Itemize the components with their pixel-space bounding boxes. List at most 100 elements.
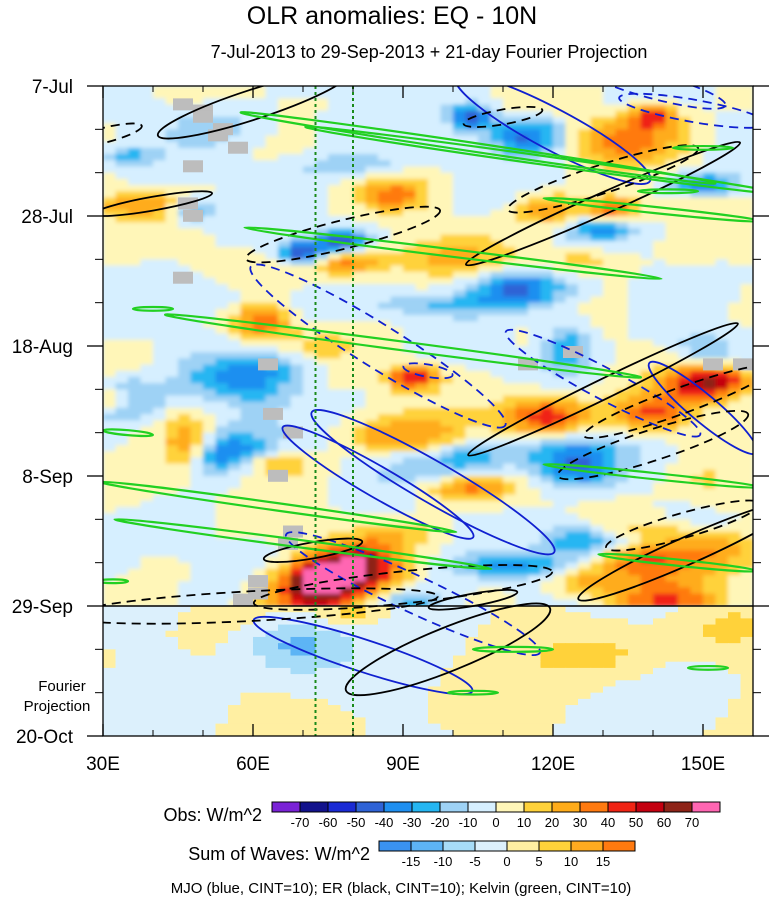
projection-cell bbox=[453, 636, 467, 644]
obs-cell bbox=[578, 544, 592, 551]
obs-cell bbox=[328, 290, 342, 298]
obs-cell bbox=[590, 445, 604, 452]
obs-cell bbox=[440, 228, 454, 236]
obs-cell bbox=[490, 544, 504, 551]
obs-cell bbox=[415, 383, 429, 390]
obs-cell bbox=[115, 104, 129, 112]
projection-cell bbox=[378, 630, 392, 638]
obs-cell bbox=[115, 358, 129, 366]
obs-cell bbox=[103, 135, 117, 143]
projection-cell bbox=[165, 624, 179, 632]
obs-cell bbox=[403, 234, 417, 242]
obs-cell bbox=[190, 129, 204, 137]
projection-cell bbox=[115, 606, 129, 613]
obs-cell bbox=[528, 383, 542, 390]
obs-cell bbox=[378, 296, 392, 304]
obs-cell bbox=[553, 426, 567, 434]
obs-cell bbox=[478, 339, 492, 347]
obs-cell bbox=[328, 203, 342, 211]
projection-cell bbox=[428, 643, 442, 650]
obs-cell bbox=[565, 110, 579, 118]
obs-cell bbox=[103, 352, 117, 359]
obs-cell bbox=[340, 531, 354, 539]
projection-cell bbox=[253, 667, 267, 675]
projection-cell bbox=[365, 655, 379, 663]
obs-cell bbox=[440, 575, 454, 582]
projection-cell bbox=[515, 661, 529, 669]
obs-cell bbox=[590, 308, 604, 316]
obs-cell bbox=[128, 383, 142, 390]
obs-cell bbox=[640, 358, 654, 366]
projection-cell bbox=[690, 618, 704, 626]
obs-cell bbox=[165, 302, 179, 310]
obs-cell bbox=[378, 581, 392, 589]
obs-cell bbox=[278, 414, 292, 421]
projection-cell bbox=[690, 649, 704, 657]
obs-cell bbox=[203, 172, 217, 180]
obs-cell bbox=[303, 110, 317, 118]
projection-cell bbox=[390, 667, 404, 675]
obs-cell bbox=[690, 290, 704, 298]
obs-cell bbox=[528, 593, 542, 601]
obs-cell bbox=[353, 203, 367, 211]
obs-cell bbox=[353, 401, 367, 409]
obs-cell bbox=[578, 135, 592, 143]
obs-cell bbox=[303, 246, 317, 254]
obs-cell bbox=[715, 290, 729, 298]
obs-cell bbox=[665, 513, 679, 520]
obs-cell bbox=[603, 457, 617, 465]
obs-cell bbox=[328, 284, 342, 291]
obs-cell bbox=[628, 352, 642, 359]
obs-cell bbox=[678, 104, 692, 112]
obs-cell bbox=[140, 104, 154, 112]
obs-cell bbox=[215, 364, 229, 372]
obs-cell bbox=[503, 110, 517, 118]
obs-cell bbox=[253, 513, 267, 520]
obs-cell bbox=[740, 203, 753, 211]
obs-cell bbox=[303, 568, 317, 576]
obs-cell bbox=[340, 116, 354, 124]
obs-cell bbox=[403, 401, 417, 409]
projection-cell bbox=[440, 643, 454, 650]
obs-cell bbox=[228, 519, 242, 527]
obs-cell bbox=[190, 265, 204, 273]
obs-cell bbox=[278, 358, 292, 366]
obs-cell bbox=[378, 568, 392, 576]
obs-cell bbox=[615, 544, 629, 551]
obs-cell bbox=[328, 86, 342, 93]
obs-cell bbox=[215, 240, 229, 248]
obs-cell bbox=[578, 352, 592, 359]
obs-cell bbox=[103, 166, 117, 174]
obs-cell bbox=[190, 568, 204, 576]
obs-cell bbox=[140, 327, 154, 335]
obs-cell bbox=[265, 315, 279, 322]
obs-cell bbox=[553, 166, 567, 174]
obs-cell bbox=[340, 154, 354, 161]
obs-cell bbox=[278, 234, 292, 242]
projection-cell bbox=[103, 661, 117, 669]
obs-cell bbox=[203, 352, 217, 359]
obs-cell bbox=[740, 401, 753, 409]
obs-cell bbox=[728, 401, 742, 409]
obs-cell bbox=[440, 438, 454, 446]
obs-cell bbox=[115, 581, 129, 589]
obs-cell bbox=[353, 482, 367, 489]
obs-cell bbox=[578, 525, 592, 533]
projection-cell bbox=[215, 606, 229, 613]
projection-cell bbox=[615, 630, 629, 638]
obs-cell bbox=[415, 544, 429, 551]
projection-cell bbox=[603, 624, 617, 632]
obs-cell bbox=[440, 333, 454, 341]
obs-cell bbox=[703, 154, 717, 161]
projection-cell bbox=[740, 624, 753, 632]
obs-cell bbox=[415, 482, 429, 489]
obs-cell bbox=[190, 556, 204, 564]
obs-cell bbox=[653, 513, 667, 520]
obs-cell bbox=[690, 426, 704, 434]
obs-cell bbox=[590, 513, 604, 520]
projection-cell bbox=[528, 636, 542, 644]
obs-cell bbox=[390, 463, 404, 471]
obs-cell bbox=[165, 154, 179, 161]
obs-cell bbox=[190, 234, 204, 242]
obs-cell bbox=[140, 271, 154, 279]
